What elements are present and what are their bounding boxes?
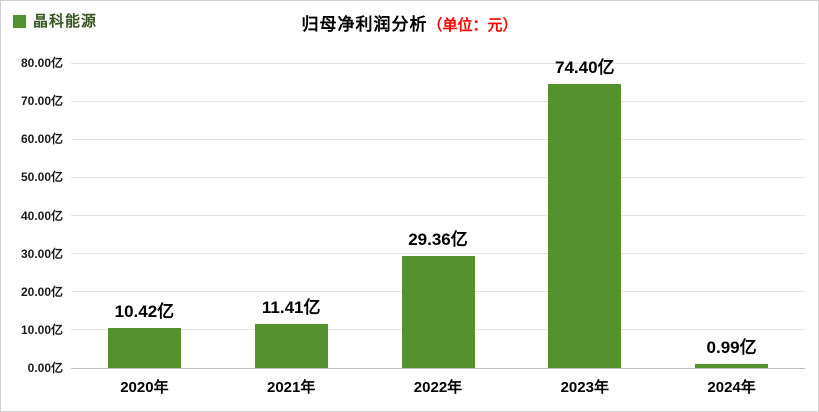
y-axis-tick-label: 60.00亿 (20, 132, 63, 147)
x-axis-tick-label: 2020年 (120, 379, 169, 396)
legend[interactable]: 晶科能源 (13, 14, 97, 29)
chart-title: 归母净利润分析（单位：元） (1, 10, 818, 35)
chart-title-main: 归母净利润分析 (301, 15, 428, 34)
gridline (71, 253, 805, 255)
gridline (71, 176, 805, 178)
gridline (71, 100, 805, 102)
bar-2023年[interactable] (548, 84, 622, 368)
y-axis-tick-label: 40.00亿 (20, 208, 63, 223)
x-axis-tick-label: 2024年 (707, 379, 756, 396)
y-axis-tick-label: 70.00亿 (20, 94, 63, 109)
bar-value-label: 11.41亿 (261, 298, 321, 317)
bar-value-label: 74.40亿 (555, 58, 615, 77)
gridline (71, 215, 805, 216)
legend-swatch-icon (13, 15, 26, 28)
y-axis-tick-label: 20.00亿 (20, 284, 63, 299)
bar-2024年[interactable] (695, 364, 769, 368)
y-axis-tick-label: 0.00亿 (27, 361, 63, 375)
bar-2022年[interactable] (401, 256, 475, 368)
legend-label: 晶科能源 (33, 13, 98, 30)
bar-value-label: 29.36亿 (408, 230, 468, 249)
y-axis-tick-label: 80.00亿 (20, 56, 63, 70)
x-axis-tick-label: 2021年 (267, 379, 316, 396)
bar-value-label: 10.42亿 (114, 302, 175, 321)
x-axis-tick-label: 2022年 (413, 379, 463, 396)
y-axis-tick-label: 10.00亿 (20, 322, 63, 337)
plot-area: 10.42亿 11.41亿 29.36亿 74.40亿 0.99亿 (71, 58, 805, 369)
bar-2020年[interactable] (107, 328, 181, 368)
y-axis-tick-label: 50.00亿 (20, 170, 63, 185)
gridline (71, 62, 805, 64)
gridline (71, 138, 805, 140)
bar-value-label: 0.99亿 (706, 338, 757, 357)
bar-2021年[interactable] (254, 324, 328, 368)
y-axis-tick-label: 30.00亿 (20, 246, 63, 261)
x-axis-tick-label: 2023年 (560, 379, 609, 396)
chart-title-unit: （单位：元） (427, 17, 518, 34)
